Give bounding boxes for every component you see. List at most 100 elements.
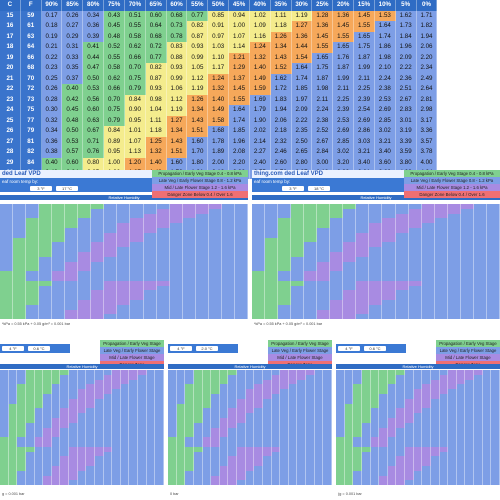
grid-cell	[343, 314, 357, 320]
grid-cell	[252, 237, 266, 243]
vpd-value-cell: 3.20	[333, 157, 355, 168]
grid-cell	[112, 417, 121, 423]
grid-cell	[43, 427, 52, 433]
grid-cell	[120, 403, 130, 409]
temp-c-input[interactable]: 0.6 °C	[28, 346, 50, 351]
temp-f-input[interactable]: 4 °F	[338, 346, 360, 351]
grid-cell	[39, 242, 53, 248]
grid-cell	[304, 242, 318, 248]
grid-cell	[447, 271, 461, 276]
grid-cell	[78, 213, 92, 219]
grid-row	[336, 441, 500, 447]
grid-cell	[146, 465, 156, 471]
temp-c-input[interactable]: 18 °C	[308, 186, 330, 191]
grid-cell	[491, 437, 500, 442]
grid-cell	[112, 470, 121, 476]
grid-cell	[91, 290, 105, 296]
vpd-value-cell: 1.49	[249, 73, 271, 84]
grid-cell	[382, 213, 396, 219]
grid-cell	[60, 422, 69, 428]
grid-cell	[155, 427, 164, 433]
grid-cell	[271, 374, 281, 380]
grid-cell	[176, 398, 186, 404]
grid-cell	[228, 417, 237, 423]
grid-cell	[460, 208, 474, 214]
grid-cell	[422, 427, 431, 433]
grid-cell	[0, 232, 14, 238]
grid-cell	[245, 403, 255, 409]
vpd-value-cell: 0.45	[62, 105, 84, 116]
grid-cell	[456, 432, 466, 438]
vpd-value-cell: 1.09	[249, 21, 271, 32]
grid-cell	[288, 470, 298, 476]
grid-cell	[465, 437, 474, 442]
grid-cell	[78, 256, 92, 262]
grid-cell	[317, 275, 331, 281]
grid-cell	[447, 261, 461, 267]
grid-cell	[234, 237, 248, 243]
temp-c-input[interactable]: 0.6 °C	[364, 346, 386, 351]
grid-cell	[456, 417, 466, 423]
grid-row	[0, 441, 164, 447]
grid-cell	[280, 461, 289, 466]
grid-cell	[387, 403, 397, 409]
temp-c-input[interactable]: 17 °C	[56, 186, 78, 191]
grid-cell	[448, 408, 457, 414]
grid-cell	[382, 290, 396, 296]
grid-cell	[120, 456, 130, 462]
grid-cell	[13, 247, 27, 252]
temp-f-input[interactable]: 4 °F	[2, 346, 24, 351]
grid-cell	[271, 417, 281, 423]
grid-cell	[361, 427, 371, 433]
grid-cell	[51, 422, 61, 428]
grid-cell	[228, 413, 237, 418]
grid-cell	[421, 299, 435, 305]
grid-cell	[343, 237, 357, 243]
grid-cell	[176, 417, 186, 423]
grid-cell	[237, 470, 246, 476]
grid-cell	[94, 389, 104, 394]
grid-cell	[0, 295, 14, 300]
grid-cell	[143, 261, 157, 267]
grid-cell	[396, 446, 405, 452]
grid-cell	[129, 417, 138, 423]
vpd-value-cell: 0.85	[208, 10, 230, 21]
temp-f-input[interactable]: 3 °F	[282, 186, 304, 191]
grid-cell	[405, 374, 414, 380]
grid-cell	[86, 446, 95, 452]
vpd-value-cell: 0.73	[166, 21, 188, 32]
grid-cell	[43, 441, 52, 447]
vpd-value-cell: 1.86	[374, 42, 396, 53]
grid-cell	[8, 437, 18, 442]
grid-cell	[103, 422, 113, 428]
vpd-value-cell: 1.60	[187, 136, 209, 147]
grid-row	[0, 437, 164, 442]
grid-cell	[291, 285, 305, 291]
temp-f-input[interactable]: 3 °F	[30, 186, 52, 191]
table-row: 26 79 0.34 0.50 0.67 0.84 1.01 1.18 1.34 1.51 1.68…	[0, 126, 500, 137]
grid-cell	[168, 384, 177, 390]
grid-cell	[306, 441, 315, 447]
grid-cell	[138, 417, 147, 423]
grid-cell	[0, 208, 14, 214]
grid-cell	[8, 480, 18, 486]
temp-c-input[interactable]: 2.0 °C	[196, 346, 218, 351]
grid-cell	[460, 271, 474, 276]
grid-cell	[195, 232, 209, 238]
grid-cell	[439, 480, 449, 486]
vpd-value-cell: 1.12	[187, 73, 209, 84]
grid-cell	[65, 314, 79, 320]
grid-cell	[245, 370, 255, 375]
grid-row	[336, 456, 500, 462]
grid-cell	[491, 403, 500, 409]
grid-cell	[314, 480, 324, 486]
grid-cell	[408, 309, 422, 315]
grid-cell	[288, 461, 298, 466]
temp-f-input[interactable]: 4 °F	[170, 346, 192, 351]
relative-humidity-header: Relative Humidity	[336, 364, 500, 369]
grid-cell	[169, 204, 183, 209]
legend-danger-zone: Danger Zone Below 0.4 / Over 1.6	[152, 191, 248, 198]
grid-cell	[422, 403, 431, 409]
grid-cell	[112, 480, 121, 486]
grid-row	[0, 242, 248, 248]
